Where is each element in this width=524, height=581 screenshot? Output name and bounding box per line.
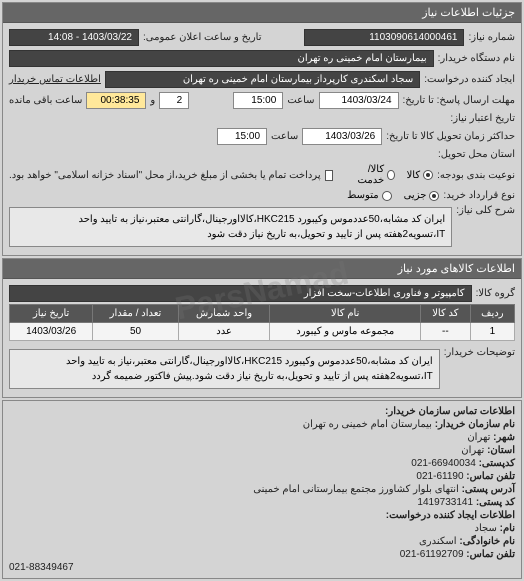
radio-service-label: کالا/خدمت (355, 164, 384, 186)
deadline-time-label: ساعت (287, 95, 314, 106)
partial-checkbox-label: پرداخت تمام یا بخشی از مبلغ خرید،از محل … (9, 170, 321, 181)
radio-circle-icon (382, 191, 392, 201)
radio-medium-label: متوسط (347, 190, 378, 201)
deadline-send-label: مهلت ارسال پاسخ: تا تاریخ: (403, 95, 515, 106)
info-line: کد پستی: 1419733141 (9, 496, 515, 509)
radio-service[interactable]: کالا/خدمت (355, 164, 395, 186)
remaining-suffix: ساعت باقی مانده (9, 95, 82, 106)
info-line: نام سازمان خریدار: بیمارستان امام خمینی … (9, 418, 515, 431)
table-row[interactable]: 1 -- مجموعه ماوس و کیبورد عدد 50 1403/03… (10, 323, 515, 341)
footer-phone: 021-88349467 (9, 561, 515, 574)
info-line: کدپستی: 66940034-021 (9, 457, 515, 470)
req-contact-header: اطلاعات ایجاد کننده درخواست: (9, 509, 515, 522)
group-field: کامپیوتر و فناوری اطلاعات-سخت افزار (9, 285, 472, 302)
deadline-date-field: 1403/03/24 (319, 92, 399, 109)
contract-type-label: نوع قرارداد خرید: (443, 190, 515, 201)
group-label: گروه کالا: (476, 288, 515, 299)
info-line: تلفن تماس: 61192709-021 (9, 548, 515, 561)
notes-label: توضیحات خریدار: (444, 347, 515, 358)
info-line: استان: تهران (9, 444, 515, 457)
table-header-row: ردیف کد کالا نام کالا واحد شمارش تعداد /… (10, 305, 515, 323)
desc-label: شرح کلی نیاز: (456, 205, 515, 216)
delivery-deadline-label: حداکثر زمان تحویل کالا تا تاریخ: (386, 131, 515, 142)
public-datetime-label: تاریخ و ساعت اعلان عمومی: (143, 32, 262, 43)
remaining-time-field: 00:38:35 (86, 92, 146, 109)
contact-link[interactable]: اطلاعات تماس خریدار (9, 74, 101, 85)
validity-label: تاریخ اعتبار نیاز: (450, 113, 515, 124)
delivery-place-label: استان محل تحویل: (438, 149, 515, 160)
delivery-time-label: ساعت (271, 131, 298, 142)
buyer-org-label: نام دستگاه خریدار: (438, 53, 515, 64)
desc-box: ایران کد مشابه،50عددموس وکیبورد HKC215،ک… (9, 207, 452, 247)
col-name: نام کالا (270, 305, 421, 323)
info-line: تلفن تماس: 61190-021 (9, 470, 515, 483)
deadline-time-field: 15:00 (233, 92, 283, 109)
col-code: کد کالا (421, 305, 471, 323)
contact-header: اطلاعات تماس سازمان خریدار: (9, 405, 515, 418)
buyer-org-field: بیمارستان امام خمینی ره تهران (9, 50, 434, 67)
col-unit: واحد شمارش (178, 305, 270, 323)
info-line: نام خانوادگی: اسکندری (9, 535, 515, 548)
items-header: اطلاعات کالاهای مورد نیاز (3, 259, 521, 279)
budget-radio-group: کالا کالا/خدمت (355, 164, 433, 186)
cell-date: 1403/03/26 (10, 323, 93, 341)
col-qty: تعداد / مقدار (93, 305, 179, 323)
cell-unit: عدد (178, 323, 270, 341)
radio-goods-label: کالا (407, 170, 421, 181)
delivery-time-field: 15:00 (217, 128, 267, 145)
col-row: ردیف (470, 305, 514, 323)
contact-panel: اطلاعات تماس سازمان خریدار: نام سازمان خ… (2, 400, 522, 579)
creator-field: سجاد اسکندری کارپرداز بیمارستان امام خمی… (105, 71, 420, 88)
cell-name: مجموعه ماوس و کیبورد (270, 323, 421, 341)
main-header: جزئیات اطلاعات نیاز (3, 3, 521, 23)
info-line: شهر: تهران (9, 431, 515, 444)
col-date: تاریخ نیاز (10, 305, 93, 323)
partial-checkbox[interactable] (325, 170, 333, 181)
items-table: ردیف کد کالا نام کالا واحد شمارش تعداد /… (9, 304, 515, 341)
info-line: آدرس پستی: انتهای بلوار کشاورز مجتمع بیم… (9, 483, 515, 496)
radio-circle-icon (387, 170, 394, 180)
notes-box: ایران کد مشابه،50عددموس وکیبورد HKC215،ک… (9, 349, 440, 389)
delivery-date-field: 1403/03/26 (302, 128, 382, 145)
radio-circle-icon (423, 170, 433, 180)
radio-small[interactable]: جزیی (404, 190, 440, 201)
main-panel: جزئیات اطلاعات نیاز شماره نیاز: 11030906… (2, 2, 522, 256)
cell-code: -- (421, 323, 471, 341)
items-panel: اطلاعات کالاهای مورد نیاز گروه کالا: کام… (2, 258, 522, 398)
radio-medium[interactable]: متوسط (347, 190, 391, 201)
remaining-and: و (150, 95, 155, 106)
contract-radio-group: جزیی متوسط (347, 190, 439, 201)
req-number-field: 1103090614000461 (304, 29, 464, 46)
remaining-days-field: 2 (159, 92, 189, 109)
creator-label: ایجاد کننده درخواست: (424, 74, 515, 85)
info-line: نام: سجاد (9, 522, 515, 535)
req-number-label: شماره نیاز: (468, 32, 515, 43)
radio-small-label: جزیی (404, 190, 427, 201)
radio-circle-icon (429, 191, 439, 201)
cell-qty: 50 (93, 323, 179, 341)
public-datetime-field: 1403/03/22 - 14:08 (9, 29, 139, 46)
budget-type-label: نوعیت بندی بودجه: (437, 170, 515, 181)
radio-goods[interactable]: کالا (407, 170, 434, 181)
cell-row: 1 (470, 323, 514, 341)
